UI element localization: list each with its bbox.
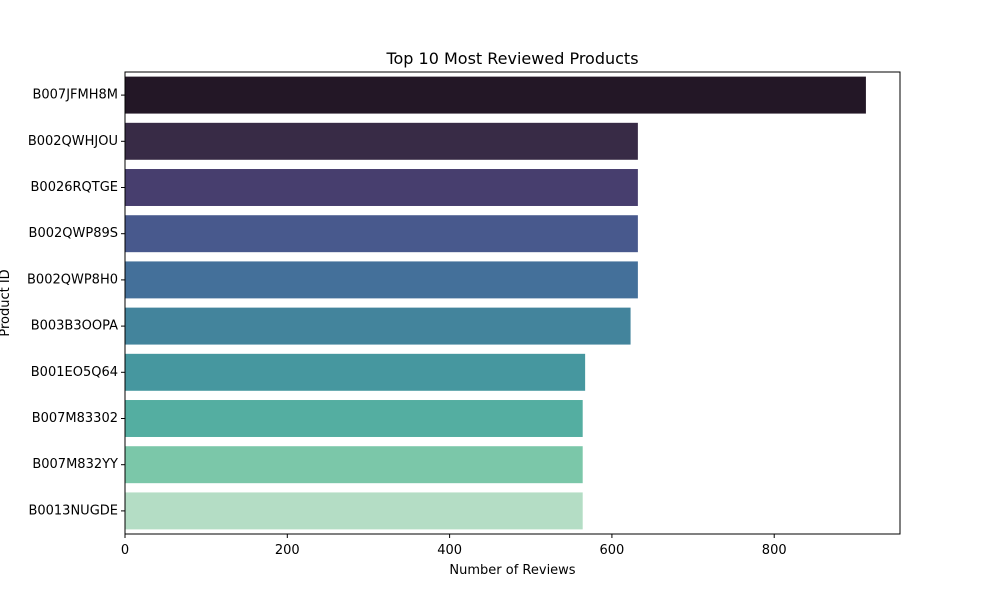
x-tick-label: 600 [599,543,624,558]
y-tick-label: B003B3OOPA [31,319,118,334]
bar-B007M832YY [125,446,583,484]
x-tick-label: 400 [437,543,462,558]
bar-B002QWP89S [125,215,638,253]
chart-title: Top 10 Most Reviewed Products [385,49,638,68]
y-tick-label: B007JFMH8M [32,88,118,103]
y-tick-label: B002QWHJOU [28,134,118,149]
bar-B0026RQTGE [125,169,638,206]
bar-B003B3OOPA [125,307,631,345]
y-tick-label: B007M83302 [32,411,118,426]
x-tick-label: 200 [275,543,300,558]
plot-frame [124,71,901,535]
y-tick-label: B0013NUGDE [28,503,118,518]
y-tick-labels: B007JFMH8M B002QWHJOU B0026RQTGE B002QWP89S… [27,88,125,518]
bar-B002QWP8H0 [125,261,638,299]
bars-group [125,76,866,530]
x-tick-label: 800 [762,543,787,558]
bar-B002QWHJOU [125,122,638,160]
bar-B007JFMH8M [125,76,866,114]
y-tick-label: B002QWP8H0 [27,272,118,287]
y-axis-label: Product ID [0,269,13,336]
bar-B001EO5Q64 [125,353,586,391]
y-tick-label: B0026RQTGE [31,180,119,195]
y-tick-label: B002QWP89S [29,226,118,241]
x-tick-label: 0 [121,543,129,558]
y-tick-label: B001EO5Q64 [31,365,118,380]
bar-B0013NUGDE [125,492,583,530]
x-axis-label: Number of Reviews [449,563,575,578]
x-tick-labels: 0 200 400 600 800 [121,534,787,558]
y-tick-label: B007M832YY [32,457,118,472]
bar-B007M83302 [125,400,583,437]
